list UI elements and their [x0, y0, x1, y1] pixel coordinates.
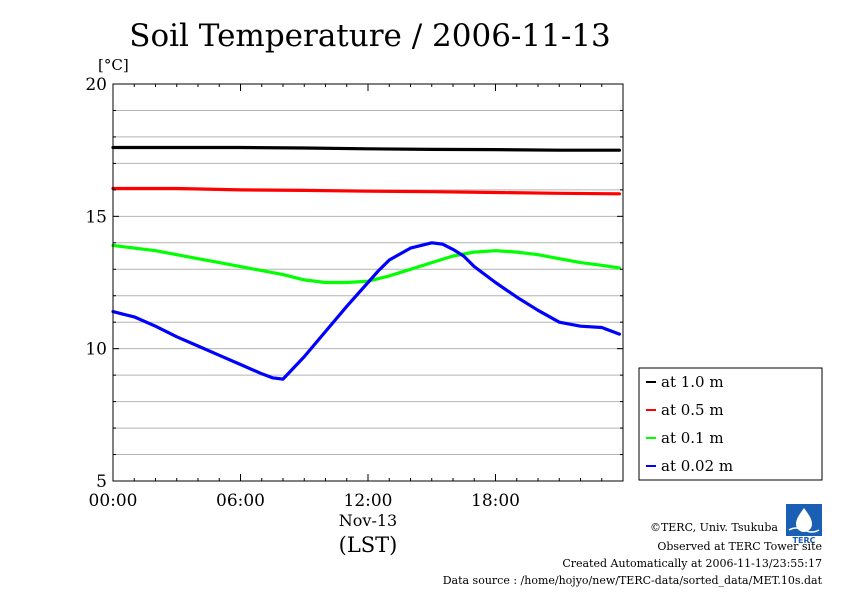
footer-created: Created Automatically at 2006-11-13/23:5…: [562, 557, 822, 570]
x-tick-label: 12:00: [344, 491, 393, 511]
legend-box: [638, 367, 823, 481]
x-axis-unit: (LST): [339, 533, 398, 557]
terc-logo-text: TERC: [793, 536, 816, 545]
legend-label: at 0.5 m: [661, 401, 724, 419]
y-tick-label: 10: [85, 340, 107, 360]
terc-logo: TERC: [786, 504, 822, 545]
x-tick-label: 00:00: [89, 491, 138, 511]
footer-text: ©TERC, Univ. Tsukuba Observed at TERC To…: [443, 521, 823, 587]
y-tick-label: 15: [85, 207, 107, 227]
axis-ticks: 5 10 15 20 00:00 06:00 12:00 18:00: [85, 75, 624, 511]
series-line: [111, 186, 622, 196]
y-axis-unit: [°C]: [98, 56, 129, 74]
series-line: [111, 145, 622, 152]
legend-label: at 0.1 m: [661, 429, 724, 447]
footer-source: Data source : /home/hojyo/new/TERC-data/…: [443, 574, 823, 587]
footer-copyright: ©TERC, Univ. Tsukuba: [650, 521, 778, 534]
legend-label: at 1.0 m: [661, 373, 724, 391]
legend-label: at 0.02 m: [661, 457, 733, 475]
x-tick-label: 18:00: [471, 491, 520, 511]
water-drop-icon: [796, 508, 812, 532]
x-tick-label: 06:00: [216, 491, 265, 511]
legend: at 1.0 m at 0.5 m at 0.1 m at 0.02 m: [638, 367, 823, 481]
x-axis-date: Nov-13: [339, 511, 397, 530]
footer-observed: Observed at TERC Tower site: [657, 540, 822, 553]
series-lines: [111, 145, 622, 381]
series-line: [111, 241, 622, 381]
y-tick-label: 5: [96, 472, 107, 492]
series-line: [111, 243, 622, 285]
chart-title: Soil Temperature / 2006-11-13: [129, 18, 611, 54]
y-tick-label: 20: [85, 75, 107, 95]
